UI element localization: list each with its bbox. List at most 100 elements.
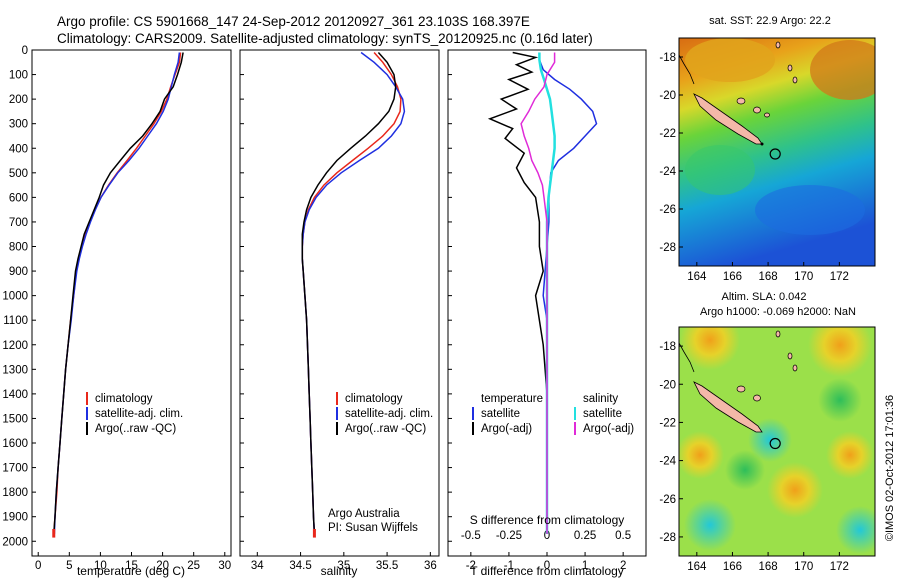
legend-label-satellite: satellite-adj. clim. [345,408,433,420]
sla-argo-position-marker [769,437,781,450]
legend-label-t-argo: Argo(-adj) [481,423,532,435]
temperature-chart: 0 5 10 15 20 25 300100200300400500600700800900… [2,45,231,572]
legend-label-s-argo: Argo(-adj) [583,423,634,435]
sla-positive-anomaly [826,431,874,479]
y-tick-label: 200 [9,94,28,106]
y-tick-label: 400 [9,143,28,155]
sla-map-title-line2: Argo h1000: -0.069 h2000: NaN [700,306,856,318]
x-tick-label: 34 [251,560,264,572]
legend-label-climatology: climatology [95,393,153,405]
sla-map [678,326,876,557]
legend-label-argo: Argo(..raw -QC) [345,423,426,435]
x-tick-label: 25 [187,560,200,572]
x-tick-label-t: -1 [504,560,514,572]
sst-cool-patch [755,185,865,235]
sla-negative-anomaly [836,506,875,554]
sla-map-axes: 164 166 168 170 172 -18 -20 -22 -24 -26 -28 [659,341,849,573]
y-tick-label: 1800 [2,487,28,499]
y-tick-label: 600 [9,192,28,204]
y-tick-label: 0 [22,45,28,57]
x-tick-label: 35.5 [376,560,398,572]
x-tick-label: 35 [337,560,350,572]
y-tick-label: 100 [9,70,28,82]
series-argo [301,52,397,534]
x-tick-label-s: 0.25 [574,530,596,542]
map-y-tick-label: -20 [659,90,676,102]
map-x-tick-label: 170 [794,561,813,573]
coastline [679,54,695,85]
y-tick-label: 1700 [2,463,28,475]
x-tick-label: 10 [94,560,107,572]
sst-map-title: sat. SST: 22.9 Argo: 22.2 [709,15,831,27]
series-satellite [301,51,406,534]
map-x-tick-label: 172 [830,561,849,573]
island [792,364,798,372]
series-argo [53,52,184,534]
x-tick-label-s: -0.5 [461,530,481,542]
island [736,385,746,393]
figure-title-line1: Argo profile: CS 5901668_147 24-Sep-2012… [57,14,530,29]
map-y-tick-label: -24 [659,456,676,468]
map-y-tick-label: -22 [659,417,676,429]
x-tick-label-t: 0 [544,560,550,572]
coastline [679,342,695,373]
sst-green-patch [685,145,755,195]
sla-positive-anomaly [767,462,823,518]
temperature-panel-frame [31,49,232,557]
series-argo [487,51,548,534]
map-y-tick-label: -22 [659,128,676,140]
sla-neutral-anomaly [725,450,765,490]
y-tick-label: 1900 [2,512,28,524]
x-tick-label: 0 [35,560,41,572]
x-tick-label: 15 [125,560,138,572]
x-tick-label-s: -0.25 [496,530,522,542]
salinity-annotation-pi: PI: Susan Wijffels [328,522,418,534]
map-x-tick-label: 170 [794,271,813,283]
temperature-legend: climatology satellite-adj. clim. Argo(..… [86,392,183,435]
island [753,106,761,114]
y-tick-label: 2000 [2,536,28,548]
map-x-tick-label: 166 [723,561,742,573]
figure-title-line2: Climatology: CARS2009. Satellite-adjuste… [57,31,593,46]
x-tick-label: 34.5 [289,560,311,572]
island [736,97,746,105]
map-x-tick-label: 168 [758,561,777,573]
sla-positive-anomaly [679,431,724,479]
x-tick-label: 20 [156,560,169,572]
y-tick-label: 1100 [3,315,28,327]
sst-warm-patch [685,38,775,82]
map-x-tick-label: 166 [723,271,742,283]
new-caledonia-landmass [693,381,763,433]
y-tick-label: 1500 [2,413,28,425]
map-y-tick-label: -20 [659,379,676,391]
difference-x-label-s: S difference from climatology [470,513,625,527]
island [775,41,781,49]
salinity-legend: climatology satellite-adj. clim. Argo(..… [336,392,433,435]
map-x-tick-label: 168 [758,271,777,283]
map-y-tick-label: -28 [659,532,676,544]
island [787,64,793,72]
legend-label-t-satellite: satellite [481,408,520,420]
sst-map-frame [678,37,876,267]
difference-chart: -2 -1 0 1 2 -0.5 -0.25 0 0.25 0.5 [448,49,631,572]
y-tick-label: 300 [9,119,28,131]
series-salinity_argo [520,52,556,534]
y-tick-label: 1400 [2,389,28,401]
map-y-tick-label: -24 [659,166,676,178]
sst-map [678,37,876,267]
temperature-x-label: temperature (deg C) [77,564,185,578]
x-tick-label-s: 0 [544,530,550,542]
x-tick-label-t: -2 [466,560,476,572]
sst-warm-patch [810,40,875,100]
x-tick-label: 36 [424,560,437,572]
island [787,352,793,360]
difference-legend: temperature salinity satellite Argo(-adj… [472,393,634,435]
map-y-tick-label: -18 [659,52,676,64]
map-x-tick-label: 172 [830,271,849,283]
x-tick-label: 5 [66,560,72,572]
difference-x-label-t: T difference from climatology [470,564,624,578]
map-x-tick-label: 164 [687,561,707,573]
island [764,112,770,118]
sst-argo-position-marker [769,148,781,160]
